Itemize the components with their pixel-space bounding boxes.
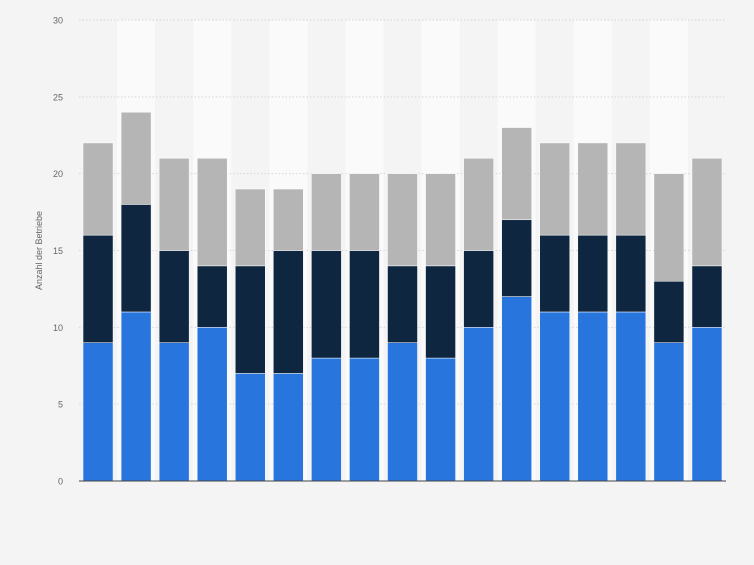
bar-segment <box>196 265 228 328</box>
bar-segment <box>501 296 532 482</box>
y-tick-label: 30 <box>53 16 63 26</box>
bar-segment <box>463 158 494 251</box>
bar-stack <box>501 127 532 482</box>
bar-segment <box>82 342 114 482</box>
bar-segment <box>691 158 723 267</box>
bar-segment <box>196 158 228 267</box>
bar-stack <box>577 142 609 482</box>
bar-stack <box>273 188 304 482</box>
bar-segment <box>577 142 609 236</box>
bar-stack <box>463 158 494 482</box>
bar-segment <box>539 311 570 482</box>
bar-segment <box>311 357 342 482</box>
bar-stack <box>120 111 152 482</box>
bar-segment <box>120 311 152 482</box>
bar-stack <box>196 158 228 482</box>
bar-segment <box>120 111 152 205</box>
bar-segment <box>235 265 266 374</box>
y-tick-label: 10 <box>53 323 63 333</box>
bar-segment <box>425 265 456 359</box>
bar-segment <box>463 250 494 328</box>
bar-stack <box>425 173 456 482</box>
bar-stack <box>158 158 190 482</box>
bar-segment <box>349 250 380 359</box>
bar-stack <box>615 142 647 482</box>
bar-segment <box>158 342 190 482</box>
bar-segment <box>273 250 304 374</box>
bar-stack <box>539 142 570 482</box>
bar-segment <box>349 173 380 251</box>
bar-segment <box>577 234 609 313</box>
bar-segment <box>235 188 266 267</box>
bar-segment <box>387 342 418 482</box>
bar-segment <box>615 311 647 482</box>
bar-segment <box>273 373 304 482</box>
bar-stack <box>691 158 723 482</box>
bar-segment <box>235 373 266 482</box>
bar-segment <box>349 357 380 482</box>
y-tick-label: 25 <box>53 92 63 102</box>
bar-segment <box>311 250 342 359</box>
bar-stack <box>82 142 114 482</box>
bar-segment <box>387 173 418 267</box>
bar-stack <box>235 188 266 482</box>
bar-segment <box>158 250 190 343</box>
y-tick-label: 5 <box>58 400 63 410</box>
bar-stack <box>387 173 418 482</box>
bar-segment <box>691 265 723 328</box>
bar-segment <box>311 173 342 251</box>
bar-segment <box>158 158 190 251</box>
bar-segment <box>539 234 570 313</box>
bar-segment <box>501 127 532 221</box>
bar-segment <box>425 173 456 267</box>
bar-segment <box>653 280 685 343</box>
bar-segment <box>82 142 114 236</box>
bar-segment <box>120 204 152 313</box>
bar-segment <box>539 142 570 236</box>
bar-segment <box>653 342 685 482</box>
bar-segment <box>577 311 609 482</box>
bar-stacks <box>82 111 723 482</box>
bar-segment <box>463 327 494 482</box>
bar-segment <box>615 234 647 313</box>
y-axis-ticks: 0 5 10 15 20 25 30 <box>53 16 63 487</box>
bar-segment <box>653 173 685 282</box>
bar-stack <box>653 173 685 482</box>
bar-segment <box>273 188 304 251</box>
bar-segment <box>196 327 228 482</box>
bar-stack <box>349 173 380 482</box>
y-tick-label: 0 <box>58 477 63 487</box>
bar-segment <box>82 234 114 343</box>
bar-segment <box>691 327 723 482</box>
bar-segment <box>387 265 418 343</box>
bar-segment <box>425 357 456 482</box>
bar-segment <box>501 219 532 297</box>
bar-segment <box>615 142 647 236</box>
y-tick-label: 15 <box>53 246 63 256</box>
y-axis-label: Anzahl der Betriebe <box>34 211 44 290</box>
y-tick-label: 20 <box>53 169 63 179</box>
bar-stack <box>311 173 342 482</box>
